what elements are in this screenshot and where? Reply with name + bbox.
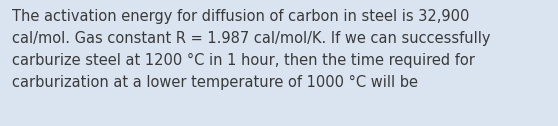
Text: The activation energy for diffusion of carbon in steel is 32,900
cal/mol. Gas co: The activation energy for diffusion of c… bbox=[12, 9, 491, 90]
